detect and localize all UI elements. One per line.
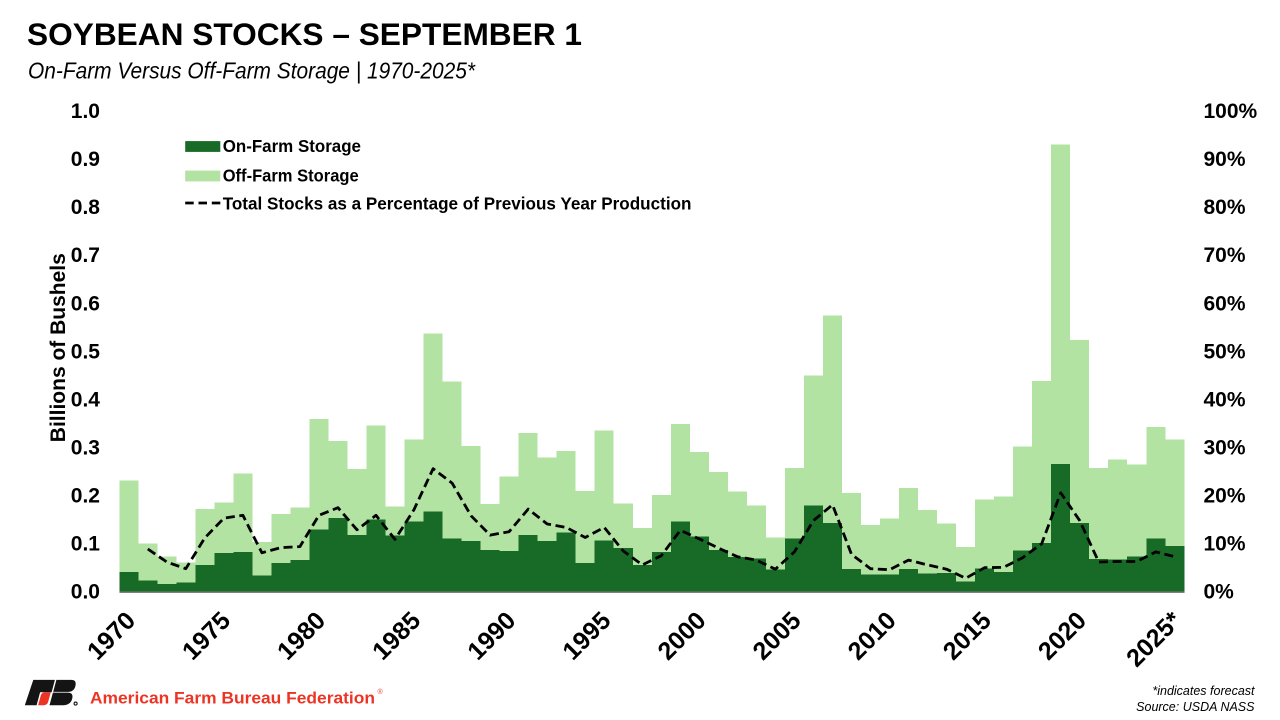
svg-text:0.9: 0.9: [71, 148, 100, 171]
svg-text:On-Farm Storage: On-Farm Storage: [223, 136, 362, 156]
svg-text:SOYBEAN STOCKS – SEPTEMBER 1: SOYBEAN STOCKS – SEPTEMBER 1: [27, 16, 582, 52]
svg-text:20%: 20%: [1204, 485, 1246, 508]
svg-text:0.8: 0.8: [71, 196, 101, 219]
svg-text:0.7: 0.7: [71, 244, 100, 267]
svg-text:Source: USDA NASS: Source: USDA NASS: [1136, 700, 1255, 714]
svg-text:40%: 40%: [1204, 388, 1246, 411]
svg-text:American Farm Bureau Federatio: American Farm Bureau Federation: [90, 690, 375, 708]
svg-text:*indicates forecast: *indicates forecast: [1152, 684, 1255, 698]
svg-text:100%: 100%: [1204, 100, 1258, 123]
svg-text:30%: 30%: [1204, 437, 1246, 460]
svg-text:10%: 10%: [1204, 533, 1246, 556]
svg-text:0.2: 0.2: [71, 485, 100, 508]
svg-text:0.5: 0.5: [71, 340, 101, 363]
svg-text:0.3: 0.3: [71, 437, 100, 460]
svg-text:Total Stocks as a Percentage o: Total Stocks as a Percentage of Previous…: [223, 194, 692, 214]
svg-text:70%: 70%: [1204, 244, 1246, 267]
svg-text:®: ®: [378, 688, 384, 696]
svg-text:0.4: 0.4: [71, 388, 101, 411]
svg-text:0.6: 0.6: [71, 292, 100, 315]
svg-text:80%: 80%: [1204, 196, 1246, 219]
svg-text:90%: 90%: [1204, 148, 1246, 171]
svg-text:0.0: 0.0: [71, 581, 100, 604]
svg-text:0.1: 0.1: [71, 533, 101, 556]
svg-text:50%: 50%: [1204, 340, 1246, 363]
svg-text:60%: 60%: [1204, 292, 1246, 315]
svg-text:Billions of Bushels: Billions of Bushels: [47, 253, 70, 442]
svg-text:Off-Farm Storage: Off-Farm Storage: [223, 166, 359, 186]
svg-text:0%: 0%: [1204, 581, 1235, 604]
svg-text:On-Farm Versus Off-Farm Storag: On-Farm Versus Off-Farm Storage | 1970-2…: [28, 58, 476, 84]
svg-text:1.0: 1.0: [71, 100, 100, 123]
